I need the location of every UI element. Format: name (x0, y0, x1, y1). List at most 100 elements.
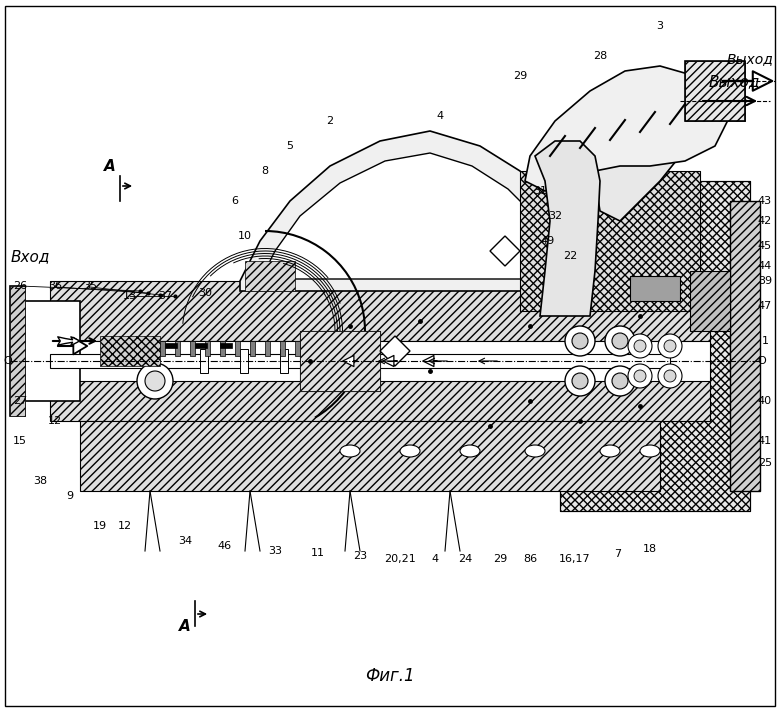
Bar (220, 343, 232, 348)
Circle shape (664, 370, 676, 382)
Polygon shape (535, 141, 600, 316)
Text: 15: 15 (13, 436, 27, 446)
Bar (165, 343, 177, 348)
Circle shape (565, 326, 595, 356)
Ellipse shape (525, 445, 545, 457)
FancyArrowPatch shape (706, 92, 747, 109)
Bar (175, 341, 180, 356)
Circle shape (634, 340, 646, 352)
Polygon shape (490, 236, 520, 266)
Text: 26: 26 (13, 281, 27, 291)
Text: Фиг.1: Фиг.1 (365, 667, 415, 685)
Text: 40: 40 (758, 396, 772, 406)
FancyArrowPatch shape (723, 71, 772, 91)
Ellipse shape (600, 445, 620, 457)
Bar (50, 354, 670, 368)
Text: Выход: Выход (708, 74, 760, 89)
Text: 8: 8 (261, 166, 268, 176)
Circle shape (565, 366, 595, 396)
Bar (50, 361, 710, 421)
Bar (10, 286, 25, 416)
Text: 27: 27 (13, 396, 27, 406)
Circle shape (137, 363, 173, 399)
Text: 28: 28 (593, 51, 607, 61)
Bar (15, 301, 80, 401)
Text: 42: 42 (758, 216, 772, 226)
Text: 12: 12 (48, 416, 62, 426)
Text: О: О (4, 356, 12, 366)
Text: 37: 37 (158, 291, 172, 301)
Text: 30: 30 (198, 288, 212, 298)
Text: 1: 1 (761, 336, 768, 346)
Bar (240, 349, 248, 373)
Text: 4: 4 (437, 111, 444, 121)
Text: 4: 4 (431, 554, 438, 564)
FancyArrowPatch shape (383, 356, 397, 367)
Text: А: А (179, 619, 191, 634)
Bar (195, 343, 207, 348)
Circle shape (612, 373, 628, 389)
Bar (730, 201, 760, 491)
Polygon shape (260, 153, 542, 281)
Circle shape (664, 340, 676, 352)
Text: О: О (757, 356, 767, 366)
Ellipse shape (460, 445, 480, 457)
Bar (730, 201, 760, 491)
Text: 22: 22 (563, 251, 577, 261)
Bar (190, 341, 195, 356)
Text: 32: 32 (548, 211, 562, 221)
Bar (560, 181, 750, 511)
Text: 36: 36 (48, 281, 62, 291)
Circle shape (628, 334, 652, 358)
Circle shape (628, 364, 652, 388)
FancyArrowPatch shape (342, 356, 357, 367)
Bar (685, 61, 745, 121)
Text: Вход: Вход (10, 249, 50, 264)
Text: 2: 2 (327, 116, 334, 126)
Bar (295, 341, 300, 356)
Text: 16,17: 16,17 (559, 554, 590, 564)
Text: 20,21: 20,21 (384, 554, 416, 564)
Text: 9: 9 (66, 491, 73, 501)
Text: 29: 29 (513, 71, 527, 81)
Bar (690, 271, 730, 331)
Text: 44: 44 (758, 261, 772, 271)
Bar (80, 421, 660, 491)
Text: Выход: Выход (726, 52, 774, 66)
FancyArrowPatch shape (423, 356, 438, 367)
Bar (200, 349, 208, 373)
Text: 35: 35 (83, 281, 97, 291)
Bar (520, 171, 700, 311)
Text: 19: 19 (93, 521, 107, 531)
Circle shape (145, 371, 165, 391)
Circle shape (634, 370, 646, 382)
Text: 24: 24 (458, 554, 472, 564)
Polygon shape (525, 66, 730, 191)
Text: 41: 41 (758, 436, 772, 446)
Text: 43: 43 (758, 196, 772, 206)
Text: 45: 45 (758, 241, 772, 251)
Bar (300, 331, 380, 391)
Ellipse shape (400, 445, 420, 457)
Bar (520, 171, 700, 311)
Text: 5: 5 (286, 141, 293, 151)
Text: 13: 13 (123, 291, 137, 301)
Ellipse shape (340, 445, 360, 457)
Polygon shape (240, 131, 560, 291)
Bar (265, 341, 270, 356)
Text: 86: 86 (523, 554, 537, 564)
Text: 3: 3 (657, 21, 664, 31)
Text: 39: 39 (758, 276, 772, 286)
Circle shape (612, 333, 628, 349)
Bar (630, 276, 680, 301)
Bar (595, 101, 675, 161)
Circle shape (658, 364, 682, 388)
Text: 49: 49 (541, 236, 555, 246)
Text: 29: 29 (493, 554, 507, 564)
Circle shape (605, 366, 635, 396)
Ellipse shape (640, 445, 660, 457)
Bar (50, 341, 710, 381)
Polygon shape (590, 91, 700, 221)
Bar (10, 286, 25, 416)
Bar (205, 341, 210, 356)
